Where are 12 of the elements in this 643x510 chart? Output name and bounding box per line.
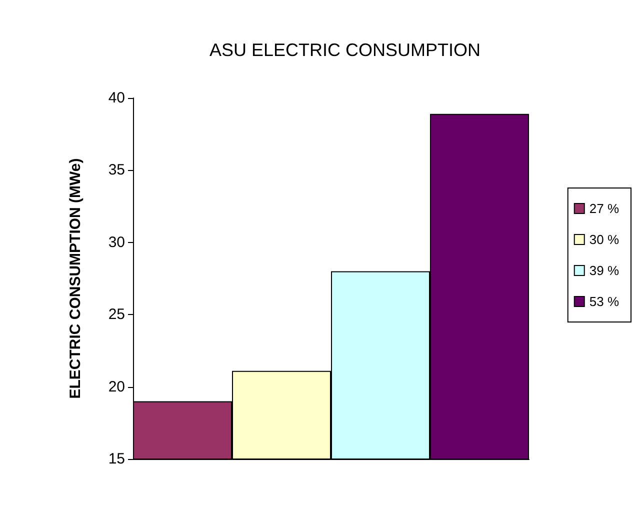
y-tick-label: 30 [108,234,125,251]
y-tick-label: 20 [108,378,125,396]
legend-label: 30 % [589,232,620,247]
chart-title: ASU ELECTRIC CONSUMPTION [209,40,481,60]
y-tick-label: 35 [108,162,125,179]
legend-label: 27 % [589,201,620,216]
legend-label: 39 % [589,263,620,278]
y-tick-label: 15 [108,450,125,468]
y-tick-label: 25 [108,306,125,324]
legend-label: 53 % [589,294,620,309]
y-tick-label: 40 [108,90,125,106]
y-axis-title: ELECTRIC CONSUMPTION (MWe) [67,158,84,399]
